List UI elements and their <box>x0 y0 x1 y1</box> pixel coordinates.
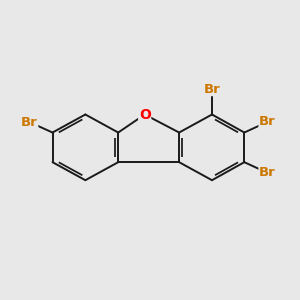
Text: O: O <box>139 107 151 122</box>
Text: Br: Br <box>259 166 276 179</box>
Text: Br: Br <box>21 116 38 128</box>
Text: Br: Br <box>259 116 276 128</box>
Text: Br: Br <box>204 82 220 96</box>
